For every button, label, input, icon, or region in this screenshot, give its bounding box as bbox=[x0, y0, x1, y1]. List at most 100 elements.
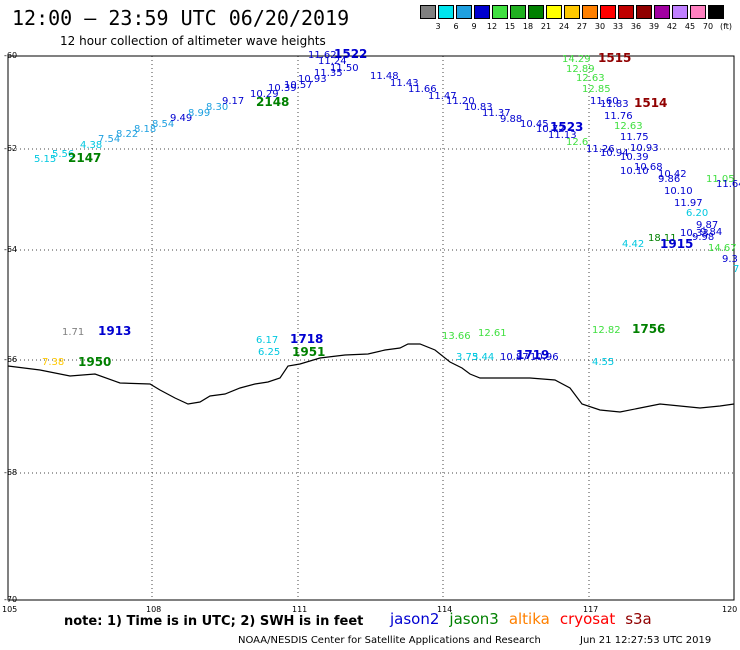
pass-time-label: 1951 bbox=[292, 345, 325, 359]
swh-reading: 10.45 bbox=[520, 119, 549, 130]
swh-reading: 6.17 bbox=[256, 335, 278, 346]
swh-reading: 5.15 bbox=[34, 154, 56, 165]
longitude-label: 108 bbox=[146, 605, 162, 614]
pass-time-label: 1719 bbox=[516, 348, 549, 362]
swh-reading: 6.25 bbox=[258, 347, 280, 358]
swh-reading: 12.61 bbox=[478, 328, 507, 339]
colorbar-swatch bbox=[510, 5, 526, 19]
swh-reading: 10.57 bbox=[284, 80, 313, 91]
colorbar-swatch bbox=[528, 5, 544, 19]
swh-reading: 14.29 bbox=[562, 54, 591, 65]
swh-reading: 9.17 bbox=[222, 96, 244, 107]
pass-time-label: 1515 bbox=[598, 51, 631, 65]
colorbar-swatch bbox=[492, 5, 508, 19]
swh-reading: 12.89 bbox=[566, 64, 595, 75]
swh-reading: 12.6 bbox=[566, 137, 588, 148]
colorbar-swatch bbox=[708, 5, 724, 19]
swh-reading: 1.71 bbox=[62, 327, 84, 338]
swh-reading: 9.3 bbox=[722, 254, 738, 265]
swh-reading: 9.98 bbox=[692, 232, 714, 243]
satellite-legend: jason2 jason3 altika cryosat s3a bbox=[390, 610, 662, 628]
swh-reading: 9.88 bbox=[500, 114, 522, 125]
colorbar-tick-label: (ft) bbox=[719, 22, 733, 31]
colorbar-swatch bbox=[618, 5, 634, 19]
colorbar-swatch bbox=[474, 5, 490, 19]
swh-reading: 10.39 bbox=[620, 152, 649, 163]
latitude-label: -62 bbox=[4, 144, 18, 153]
swh-reading: 7.54 bbox=[98, 134, 120, 145]
swh-reading: 10.94 bbox=[600, 148, 629, 159]
satellite-legend-item: altika bbox=[508, 610, 550, 628]
units-note: note: 1) Time is in UTC; 2) SWH is in fe… bbox=[64, 614, 364, 629]
swh-reading: 11.26 bbox=[586, 144, 615, 155]
swh-reading: 11.20 bbox=[446, 96, 475, 107]
colorbar-tick-label: 9 bbox=[471, 22, 477, 31]
swh-reading: 11.97 bbox=[674, 198, 703, 209]
reading-labels: 5.155.56 4.387.548.228.188.549.498.998.30… bbox=[34, 47, 740, 369]
swh-reading: 11.75 bbox=[620, 132, 649, 143]
swh-reading: 11.60 bbox=[590, 96, 619, 107]
colorbar-tick-label: 39 bbox=[648, 22, 660, 31]
swh-reading: 11.66 bbox=[408, 84, 437, 95]
colorbar-swatch bbox=[420, 5, 436, 19]
swh-reading: 11.13 bbox=[548, 130, 577, 141]
pass-time-label: 1523 bbox=[550, 120, 583, 134]
swh-reading: 12.82 bbox=[592, 325, 621, 336]
map-subtitle: 12 hour collection of altimeter wave hei… bbox=[60, 34, 326, 48]
longitude-label: 114 bbox=[437, 605, 453, 614]
swh-reading: 9.84 bbox=[700, 227, 722, 238]
swh-reading: 12.85 bbox=[582, 84, 611, 95]
swh-reading: 10.29 bbox=[250, 89, 279, 100]
swh-reading: 10.42 bbox=[658, 169, 687, 180]
swh-reading: 10.96 bbox=[530, 352, 559, 363]
swh-reading: 11.83 bbox=[600, 99, 629, 110]
swh-reading: 11.62 bbox=[308, 50, 337, 61]
swh-reading: 3.75 bbox=[456, 352, 478, 363]
coastline bbox=[7, 343, 735, 413]
longitude-label: 105 bbox=[2, 605, 18, 614]
colorbar-tick-label: 12 bbox=[486, 22, 498, 31]
swh-reading: 12.63 bbox=[614, 121, 643, 132]
colorbar-swatch bbox=[654, 5, 670, 19]
satellite-legend-item: jason3 bbox=[449, 610, 499, 628]
swh-reading: 8.99 bbox=[188, 108, 210, 119]
colorbar-tick-label: 24 bbox=[558, 22, 570, 31]
swh-reading: 10.83 bbox=[464, 102, 493, 113]
swh-reading: 14.67 bbox=[708, 243, 737, 254]
pass-time-label: 1913 bbox=[98, 324, 131, 338]
swh-reading: 11.48 bbox=[370, 71, 399, 82]
swh-reading: 11.76 bbox=[604, 111, 633, 122]
swh-reading: 11.35 bbox=[314, 68, 343, 79]
swh-reading: 11.37 bbox=[482, 108, 511, 119]
colorbar-tick-label: 27 bbox=[576, 22, 588, 31]
swh-reading: 11.64 bbox=[716, 179, 740, 190]
swh-reading: 5.56 bbox=[52, 149, 74, 160]
pass-time-label: 1514 bbox=[634, 96, 667, 110]
swh-reading: 10.93 bbox=[298, 74, 327, 85]
swh-reading: 9.87 bbox=[696, 220, 718, 231]
satellite-legend-item: s3a bbox=[625, 610, 652, 628]
swh-reading: 4.38 bbox=[80, 140, 102, 151]
swh-reading: 11.47 bbox=[428, 91, 457, 102]
swh-reading: 10.33 bbox=[680, 228, 709, 239]
swh-reading: 6.20 bbox=[686, 208, 708, 219]
colorbar-swatch bbox=[564, 5, 580, 19]
latitude-label: -66 bbox=[4, 355, 18, 364]
colorbar-tick-label: 70 bbox=[702, 22, 714, 31]
swh-reading: 10.10 bbox=[664, 186, 693, 197]
pass-time-label: 1915 bbox=[660, 237, 693, 251]
swh-reading: 8.30 bbox=[206, 102, 228, 113]
map-border bbox=[7, 55, 735, 601]
map-title: 12:00 – 23:59 UTC 06/20/2019 bbox=[12, 6, 350, 30]
longitude-label: 120 bbox=[722, 605, 738, 614]
colorbar-tick-label: 18 bbox=[522, 22, 534, 31]
colorbar-swatch bbox=[600, 5, 616, 19]
pass-time-label: 1950 bbox=[78, 355, 111, 369]
swh-reading: 11.43 bbox=[390, 78, 419, 89]
pass-time-label: 1522 bbox=[334, 47, 367, 61]
colorbar-swatch bbox=[582, 5, 598, 19]
colorbar-tick-label: 42 bbox=[666, 22, 678, 31]
swh-reading: 8.22 bbox=[116, 129, 138, 140]
colorbar-swatch bbox=[636, 5, 652, 19]
satellite-legend-item: cryosat bbox=[559, 610, 616, 628]
